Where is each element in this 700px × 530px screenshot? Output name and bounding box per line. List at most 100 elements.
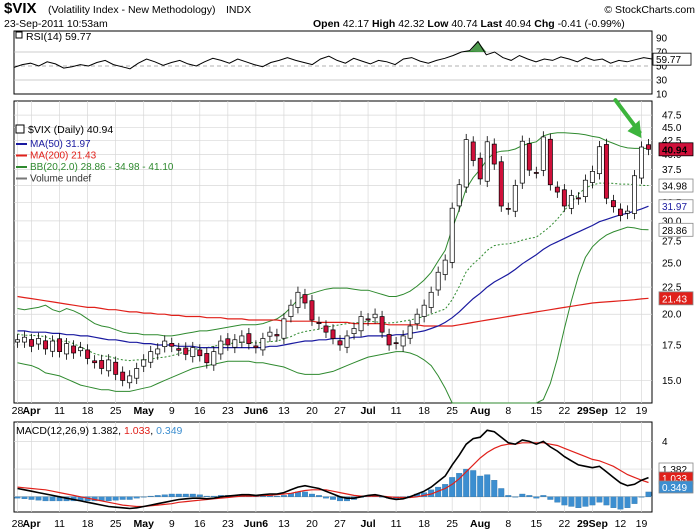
- x-axis-label: 22: [559, 518, 571, 530]
- quote-high: 42.32: [398, 18, 424, 30]
- candle-body: [582, 179, 588, 198]
- quote-open-label: Open: [313, 18, 340, 30]
- price-value-tag-box: [658, 199, 694, 214]
- candle: [414, 308, 420, 330]
- candle-body: [568, 195, 574, 209]
- x-axis-label: May: [133, 405, 154, 417]
- candle: [183, 342, 189, 361]
- candle: [22, 331, 27, 348]
- macd-hist-bar: [491, 480, 498, 497]
- price-value-tag: 40.94: [662, 145, 687, 156]
- candle-body: [646, 144, 651, 150]
- macd-y-tick: 4: [662, 437, 668, 448]
- candle: [442, 254, 448, 281]
- candle: [316, 316, 322, 330]
- chart-exchange: INDX: [226, 4, 251, 16]
- macd-hist-bar: [323, 496, 329, 499]
- candle: [43, 335, 49, 355]
- candle-body: [435, 271, 441, 291]
- legend-series-name: MA(200): [30, 151, 68, 162]
- candle: [386, 328, 392, 351]
- legend-series-name: Volume: [30, 174, 64, 185]
- candle: [106, 354, 112, 377]
- macd-value-tag: 1.033: [662, 474, 687, 485]
- x-axis-label: 25: [110, 405, 122, 417]
- quote-strip: Open 42.17 High 42.32 Low 40.74 Last 40.…: [313, 18, 625, 30]
- candle-body: [92, 360, 98, 364]
- macd-hist-bar: [638, 496, 645, 498]
- x-axis-label: 12: [615, 405, 627, 417]
- candle-body: [603, 144, 609, 199]
- candle: [127, 370, 133, 389]
- x-axis-label: 12: [615, 518, 627, 530]
- candle: [113, 356, 119, 381]
- candle-body: [190, 347, 196, 358]
- macd-hist-bar: [589, 496, 596, 506]
- price-title: $VIX (Daily) 40.94: [28, 124, 113, 136]
- x-axis-label: May: [133, 518, 154, 530]
- rsi-y-tick: 10: [656, 90, 668, 101]
- candle: [554, 181, 560, 198]
- candle-body: [344, 335, 350, 348]
- macd-hist-bar: [631, 496, 638, 504]
- candle: [50, 335, 56, 358]
- macd-x-axis: 28 Apr 11 18 25 May 9 16 23 Jun6 13 20 27 Jul 11 18 25 Au…: [12, 518, 648, 530]
- price-legend-entry: BB(20,2.0) 28.86 - 34.98 - 41.10: [30, 162, 174, 173]
- candle: [225, 333, 231, 351]
- price-legend-entry: Volume undef: [30, 174, 91, 185]
- macd-hist-bar: [526, 495, 533, 497]
- x-axis-label: 18: [418, 518, 430, 530]
- rsi-y-tick: 30: [656, 76, 668, 87]
- x-axis-label: 15: [530, 518, 542, 530]
- legend-series-name: BB(20,2.0): [30, 162, 78, 173]
- candle-body: [64, 343, 70, 355]
- macd-hist-bar: [210, 495, 217, 497]
- rsi-y-tick: 90: [656, 34, 668, 45]
- macd-hist-bar: [35, 496, 42, 501]
- candle-body: [505, 207, 511, 210]
- candle: [169, 337, 175, 353]
- x-axis-label: Jun6: [244, 518, 269, 530]
- candle-body: [162, 340, 168, 347]
- candle-body: [414, 313, 420, 325]
- candle-body: [379, 316, 385, 333]
- macd-hist-bar: [484, 474, 491, 497]
- rsi-overbought-fill: [469, 41, 487, 52]
- x-axis-label: 20: [306, 518, 318, 530]
- price-value-tag: 21.43: [662, 294, 687, 305]
- x-axis-label: 27: [334, 518, 346, 530]
- candle: [379, 310, 385, 338]
- candle: [176, 342, 182, 357]
- candle-body: [330, 329, 336, 339]
- candle-body: [372, 313, 378, 319]
- price-y-tick: 15.0: [662, 376, 682, 387]
- macd-hist-bar: [273, 495, 280, 497]
- candle: [92, 355, 98, 369]
- price-y-tick: 20.0: [662, 310, 682, 321]
- macd-hist-bar: [442, 484, 449, 497]
- price-y-tick: 17.5: [662, 340, 682, 351]
- x-axis-label: 8: [505, 405, 511, 417]
- macd-hist-bar: [617, 496, 624, 510]
- macd-hist-bar: [505, 495, 512, 497]
- macd-hist-bar: [182, 493, 189, 497]
- candle: [78, 341, 84, 357]
- candle: [323, 320, 329, 338]
- candle: [351, 322, 357, 340]
- candle: [477, 152, 483, 185]
- candle: [400, 330, 406, 352]
- candle-body: [484, 141, 490, 182]
- svg-text:Open 42.17 High 42.32 Low 40: Open 42.17 High 42.32 Low 40.74 Last 40.…: [313, 18, 625, 30]
- candle: [15, 334, 20, 348]
- x-axis-label: 28: [12, 405, 24, 417]
- candle: [204, 347, 210, 369]
- quote-low: 40.74: [451, 18, 477, 30]
- legend-series-name: MA(50): [30, 139, 63, 150]
- macd-hist-bar: [133, 496, 140, 499]
- macd-hist-bar: [105, 496, 112, 502]
- quote-last-label: Last: [481, 18, 503, 30]
- price-legend-entry: MA(200) 21.43: [30, 151, 97, 162]
- candle-body: [211, 351, 217, 366]
- price-y-tick: 45.0: [662, 123, 682, 134]
